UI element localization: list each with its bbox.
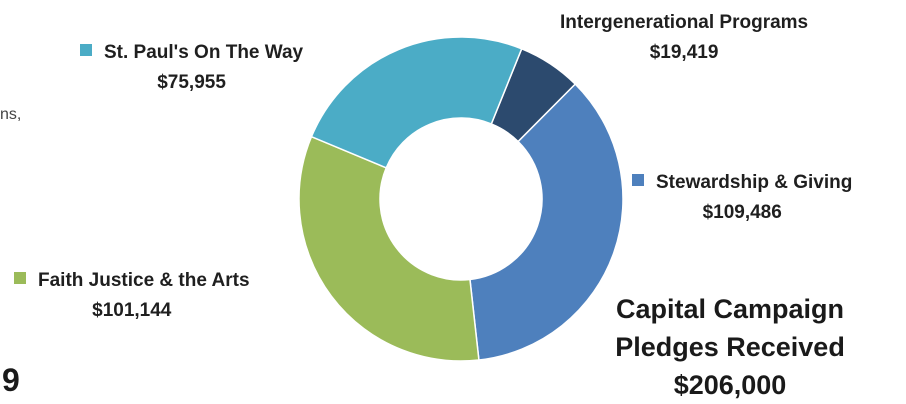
callout-line-1: Capital Campaign	[615, 294, 845, 324]
slice-label-stewardship-value: $109,486	[702, 202, 782, 223]
faith-justice-swatch	[14, 272, 26, 284]
cropped-text-bottom-left: 9	[2, 362, 20, 398]
slice-label-st-pauls-name: St. Paul's On The Way	[104, 42, 304, 63]
callout-total: $206,000	[673, 370, 787, 400]
st-pauls-swatch	[80, 44, 92, 56]
donut-slice-stewardship-giving	[469, 83, 624, 361]
slice-label-faith-justice: Faith Justice & the Arts $101,144	[14, 266, 250, 326]
slice-label-st-pauls: St. Paul's On The Way $75,955	[80, 38, 303, 98]
stewardship-swatch	[632, 174, 644, 186]
donut-slice-faith-justice-the-arts	[298, 135, 480, 362]
slice-label-stewardship-name: Stewardship & Giving	[656, 172, 853, 193]
cropped-text-left: ns,	[0, 106, 22, 123]
slice-label-stewardship: Stewardship & Giving $109,486	[632, 168, 852, 228]
slice-label-intergenerational-value: $19,419	[649, 42, 719, 63]
slice-label-st-pauls-value: $75,955	[157, 72, 226, 93]
slice-label-intergenerational: Intergenerational Programs $19,419	[560, 8, 808, 68]
donut-slice-st-paul-s-on-the-way	[310, 36, 523, 169]
campaign-total-callout: Capital Campaign Pledges Received $206,0…	[600, 290, 860, 404]
callout-line-2: Pledges Received	[615, 332, 845, 362]
slice-label-faith-justice-name: Faith Justice & the Arts	[38, 270, 250, 291]
slice-label-faith-justice-value: $101,144	[92, 300, 172, 321]
slice-label-intergenerational-name: Intergenerational Programs	[560, 12, 809, 33]
